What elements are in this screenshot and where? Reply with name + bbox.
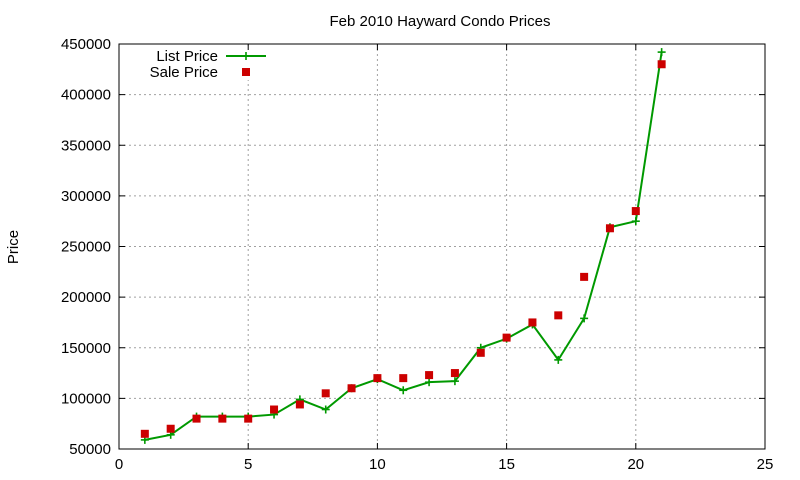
y-tick-label: 150000 [61, 340, 111, 357]
data-point [373, 374, 382, 383]
y-axis-label: Price [5, 230, 22, 264]
data-point [631, 217, 640, 226]
data-point [321, 389, 330, 398]
y-tick-label: 250000 [61, 239, 111, 256]
data-point [218, 414, 227, 423]
data-point [425, 378, 434, 387]
series-sale-price [140, 60, 666, 438]
y-tick-label: 450000 [61, 36, 111, 53]
y-ticks: 50000 100000 150000 200000 250000 300000 35000… [61, 36, 765, 458]
data-point [399, 386, 408, 395]
x-tick-label: 5 [244, 456, 252, 473]
x-tick-label: 10 [369, 456, 386, 473]
series-list-price [140, 48, 666, 444]
y-tick-label: 50000 [69, 441, 111, 458]
chart-title: Feb 2010 Hayward Condo Prices [330, 13, 551, 30]
data-point [528, 318, 537, 327]
legend-marker [242, 68, 250, 76]
data-point [321, 405, 330, 414]
data-point [192, 414, 201, 423]
legend-label: Sale Price [150, 64, 218, 81]
data-point [270, 405, 279, 414]
y-tick-label: 100000 [61, 390, 111, 407]
data-point [554, 311, 563, 320]
data-point [450, 369, 459, 378]
data-point [580, 272, 589, 281]
y-tick-label: 300000 [61, 188, 111, 205]
data-point [631, 207, 640, 216]
data-point [502, 333, 511, 342]
data-point [554, 355, 563, 364]
data-point [295, 400, 304, 409]
data-point [580, 314, 589, 323]
data-point [140, 429, 149, 438]
data-point [166, 424, 175, 433]
series-layer [140, 48, 666, 444]
data-point [657, 48, 666, 57]
y-tick-label: 200000 [61, 289, 111, 306]
data-point [244, 414, 253, 423]
data-point [399, 374, 408, 383]
data-point [657, 60, 666, 69]
legend-marker [242, 52, 250, 60]
y-tick-label: 400000 [61, 87, 111, 104]
x-tick-label: 0 [115, 456, 123, 473]
x-tick-label: 20 [627, 456, 644, 473]
x-ticks: 0 5 10 15 20 25 [115, 44, 774, 473]
data-point [605, 224, 614, 233]
data-point [425, 371, 434, 380]
grid-lines [119, 44, 765, 449]
legend-label: List Price [156, 48, 218, 65]
x-tick-label: 25 [757, 456, 774, 473]
legend-background [126, 46, 276, 80]
data-point [476, 348, 485, 357]
x-tick-label: 15 [498, 456, 515, 473]
data-point [347, 384, 356, 393]
data-point [450, 377, 459, 386]
y-tick-label: 350000 [61, 137, 111, 154]
